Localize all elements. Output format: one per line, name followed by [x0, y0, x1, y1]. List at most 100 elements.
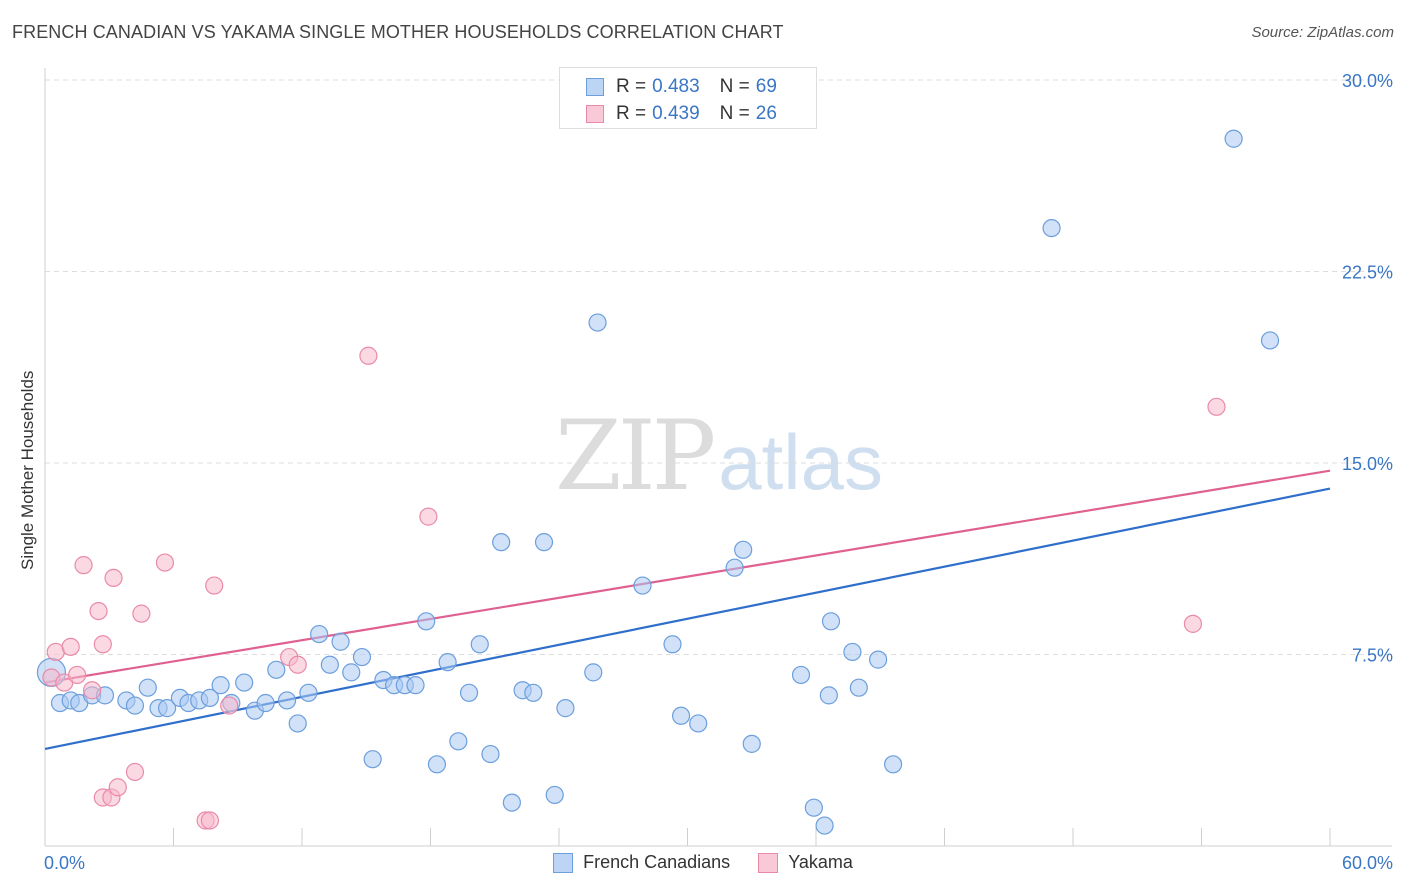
point-french-canadians — [277, 691, 297, 710]
point-yakama — [108, 778, 127, 797]
legend-item-french-canadians: French Canadians — [553, 852, 730, 873]
source-label: Source: ZipAtlas.com — [1251, 24, 1394, 41]
point-french-canadians — [588, 313, 607, 332]
legend-swatch-pink — [586, 105, 604, 123]
x-tick-labels: 0.0% 60.0% — [44, 853, 1393, 873]
point-french-canadians — [470, 635, 489, 654]
point-yakama — [83, 681, 102, 700]
n-value: 69 — [755, 76, 777, 97]
point-french-canadians — [256, 693, 275, 713]
point-yakama — [419, 507, 438, 526]
legend-swatch-blue — [586, 78, 604, 96]
x-tick-label: 0.0% — [44, 853, 85, 873]
point-french-canadians — [584, 663, 603, 682]
point-french-canadians — [633, 576, 652, 595]
legend-swatch-pink — [758, 852, 779, 873]
point-french-canadians — [815, 816, 834, 835]
point-french-canadians — [211, 676, 230, 695]
point-french-canadians — [545, 785, 564, 805]
point-yakama — [359, 346, 378, 365]
point-french-canadians — [438, 653, 457, 672]
point-french-canadians — [125, 696, 145, 715]
point-french-canadians — [320, 655, 339, 674]
point-french-canadians — [299, 683, 318, 702]
point-french-canadians — [406, 676, 425, 695]
correlation-legend: R = 0.483 N = 69 R = 0.439 N = 26 — [559, 67, 817, 129]
point-yakama — [74, 556, 93, 575]
point-french-canadians — [352, 647, 372, 667]
y-tick-label: 30.0% — [1342, 71, 1393, 91]
y-tick-label: 22.5% — [1342, 263, 1393, 283]
point-french-canadians — [663, 635, 682, 654]
point-french-canadians — [534, 533, 554, 552]
legend-label: French Canadians — [583, 852, 731, 872]
r-value: 0.439 — [652, 103, 700, 124]
legend-row-french-canadians: R = 0.483 N = 69 — [586, 74, 777, 100]
point-yakama — [1183, 614, 1203, 633]
point-french-canadians — [1224, 129, 1243, 148]
point-french-canadians — [689, 714, 708, 733]
point-french-canadians — [849, 678, 868, 697]
point-french-canadians — [725, 558, 744, 577]
point-french-canadians — [804, 798, 823, 817]
point-french-canadians — [492, 533, 511, 552]
point-french-canadians — [1042, 218, 1061, 238]
point-french-canadians — [157, 699, 177, 718]
point-french-canadians — [363, 750, 382, 769]
n-value: 26 — [755, 103, 777, 124]
watermark: ZIPatlas — [555, 400, 883, 512]
point-french-canadians — [734, 540, 753, 559]
point-yakama — [125, 762, 145, 782]
axes — [44, 68, 1392, 847]
y-tick-label: 7.5% — [1352, 646, 1393, 666]
legend-row-yakama: R = 0.439 N = 26 — [586, 101, 777, 127]
point-french-canadians — [556, 699, 575, 718]
watermark-atlas: atlas — [718, 418, 883, 506]
point-french-canadians — [819, 686, 838, 705]
point-french-canadians — [310, 624, 329, 644]
r-label: R = — [616, 103, 647, 124]
legend-label: Yakama — [788, 852, 853, 872]
point-yakama — [200, 811, 220, 830]
n-label: N = — [719, 103, 750, 124]
grid-lines — [45, 79, 1392, 655]
data-points — [36, 129, 1280, 835]
point-french-canadians — [449, 732, 468, 751]
point-french-canadians — [821, 612, 841, 631]
point-french-canadians — [481, 744, 500, 764]
point-french-canadians — [288, 714, 307, 733]
legend-swatch-blue — [553, 852, 574, 873]
point-french-canadians — [342, 663, 361, 682]
point-yakama — [220, 696, 239, 715]
y-axis-title: Single Mother Households — [18, 370, 37, 570]
trend-line-yakama — [44, 469, 1331, 684]
point-french-canadians — [138, 678, 157, 697]
point-french-canadians — [502, 793, 521, 812]
point-french-canadians — [524, 683, 543, 702]
point-yakama — [61, 637, 80, 656]
y-tick-labels: 7.5% 15.0% 22.5% 30.0% — [1342, 71, 1393, 666]
point-french-canadians — [331, 632, 350, 651]
point-french-canadians — [843, 642, 862, 662]
point-yakama — [132, 604, 151, 623]
point-french-canadians — [742, 734, 761, 753]
point-yakama — [68, 665, 87, 685]
point-french-canadians — [1260, 331, 1280, 350]
point-yakama — [1207, 397, 1226, 416]
point-french-canadians — [235, 673, 254, 692]
point-yakama — [104, 568, 123, 588]
legend-item-yakama: Yakama — [758, 852, 853, 873]
point-yakama — [89, 601, 108, 621]
n-label: N = — [719, 76, 750, 97]
point-yakama — [288, 655, 307, 674]
point-french-canadians — [869, 650, 888, 669]
point-yakama — [93, 635, 112, 654]
point-yakama — [155, 553, 175, 572]
series-legend: French Canadians Yakama — [0, 852, 1406, 873]
point-french-canadians — [427, 755, 447, 774]
point-french-canadians — [200, 688, 220, 708]
r-value: 0.483 — [652, 76, 700, 97]
point-french-canadians — [459, 683, 479, 702]
y-tick-label: 15.0% — [1342, 454, 1393, 474]
